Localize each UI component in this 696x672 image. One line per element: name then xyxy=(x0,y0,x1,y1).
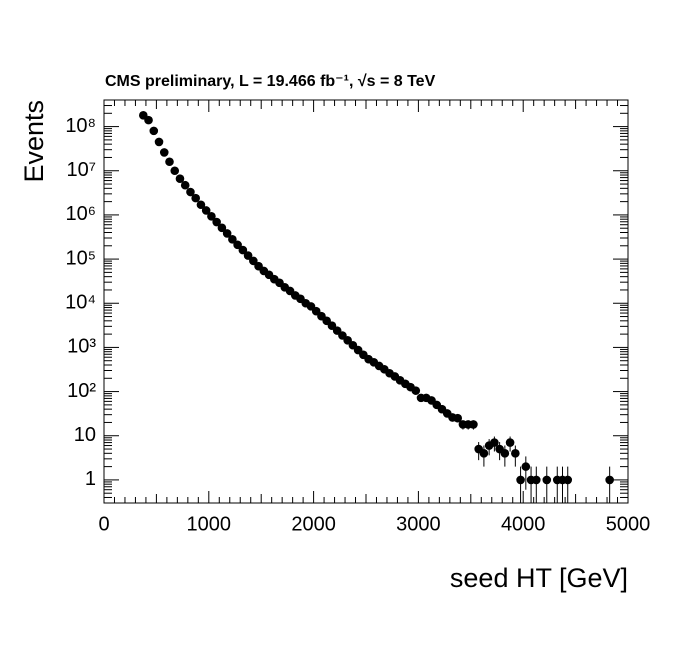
data-point xyxy=(165,157,174,167)
data-point xyxy=(500,449,510,458)
data-point xyxy=(490,438,499,447)
data-point xyxy=(180,180,190,190)
y-axis-title: Events xyxy=(19,100,49,183)
data-point xyxy=(411,386,421,395)
y-tick-label: 10⁵ xyxy=(65,247,96,269)
data-point xyxy=(505,438,515,447)
data-point xyxy=(228,235,237,244)
data-point xyxy=(144,115,153,125)
data-point xyxy=(542,475,552,485)
y-tick-label: 10⁶ xyxy=(66,203,96,225)
x-tick-label: 4000 xyxy=(501,513,546,535)
data-point xyxy=(479,449,489,458)
x-tick-label: 2000 xyxy=(291,513,336,535)
y-tick-label: 10³ xyxy=(67,336,96,358)
data-point xyxy=(186,187,195,197)
data-point xyxy=(521,462,531,471)
data-point xyxy=(217,223,227,233)
x-tick-label: 1000 xyxy=(187,513,232,535)
data-point xyxy=(233,240,242,250)
data-point xyxy=(154,137,164,147)
x-tick-label: 3000 xyxy=(396,513,441,535)
y-tick-label: 10⁸ xyxy=(65,115,96,137)
data-point xyxy=(159,148,169,157)
data-point xyxy=(207,212,216,221)
data-point xyxy=(196,200,206,210)
data-point xyxy=(249,256,258,266)
data-point xyxy=(201,206,211,215)
data-point xyxy=(511,449,520,458)
data-point xyxy=(175,174,185,184)
data-point xyxy=(191,193,200,203)
y-tick-label: 10² xyxy=(67,380,96,402)
data-point xyxy=(212,217,221,227)
data-point xyxy=(563,475,573,485)
y-tick-label: 10⁴ xyxy=(65,292,96,314)
y-tick-label: 10⁷ xyxy=(67,159,96,181)
data-point xyxy=(222,229,232,238)
data-point xyxy=(238,245,248,255)
data-point xyxy=(605,475,614,485)
x-tick-label: 5000 xyxy=(606,513,651,535)
data-point xyxy=(469,420,478,429)
data-point xyxy=(532,475,541,485)
data-point xyxy=(516,475,525,485)
data-point xyxy=(243,251,253,260)
y-tick-label: 10 xyxy=(74,424,96,446)
data-point xyxy=(453,413,463,423)
data-point xyxy=(170,166,180,176)
chart-title: CMS preliminary, L = 19.466 fb⁻¹, √s = 8… xyxy=(105,73,436,90)
x-axis-title: seed HT [GeV] xyxy=(450,563,628,593)
y-tick-label: 1 xyxy=(85,468,96,490)
data-point xyxy=(149,126,159,136)
x-tick-label: 0 xyxy=(98,513,109,535)
